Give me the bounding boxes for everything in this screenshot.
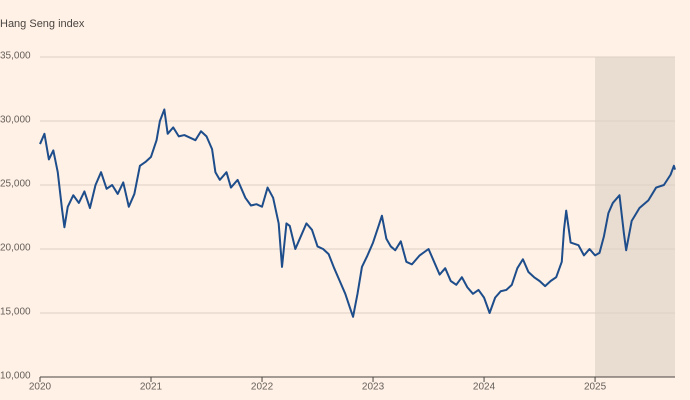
x-tick-label: 2021 [140,382,163,393]
y-tick-label: 15,000 [0,307,31,318]
x-tick-label: 2024 [473,382,496,393]
y-tick-label: 10,000 [0,371,31,382]
x-tick-label: 2023 [362,382,385,393]
x-tick-label: 2022 [251,382,274,393]
y-tick-label: 35,000 [0,51,31,62]
x-tick-label: 2020 [29,382,52,393]
x-tick-label: 2025 [584,382,607,393]
y-tick-label: 30,000 [0,115,31,126]
y-tick-label: 25,000 [0,179,31,190]
series-line [39,108,676,318]
y-axis-label: Hang Seng index [0,18,85,30]
y-tick-label: 20,000 [0,243,31,254]
